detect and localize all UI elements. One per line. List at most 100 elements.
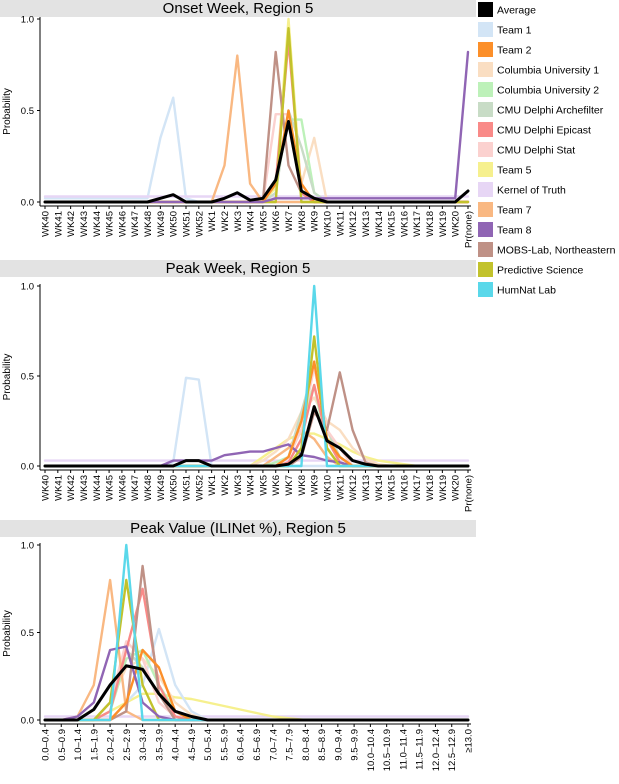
x-tick-label: WK46 — [117, 211, 128, 237]
x-tick-label: WK7 — [284, 475, 295, 496]
x-tick-label: 4.0–4.4 — [171, 729, 182, 761]
x-tick-label: Pr(none) — [464, 475, 475, 512]
x-tick-label: ≥13.0 — [464, 729, 475, 753]
x-tick-label: 10.5–10.9 — [382, 729, 393, 771]
x-tick-label: WK6 — [271, 475, 282, 496]
x-tick-label: WK48 — [143, 475, 154, 501]
x-tick-label: WK42 — [66, 475, 77, 501]
x-tick-label: 0.5–0.9 — [57, 729, 68, 761]
x-tick-label: WK45 — [105, 211, 116, 237]
x-tick-label: WK19 — [438, 211, 449, 237]
x-tick-label: 7.5–7.9 — [285, 729, 296, 761]
legend-label: MOBS-Lab, Northeastern — [497, 245, 616, 257]
x-tick-label: 3.5–3.9 — [154, 729, 165, 761]
chart-title: Peak Value (ILINet %), Region 5 — [130, 520, 346, 537]
x-tick-label: 5.5–5.9 — [219, 729, 230, 761]
legend-swatch — [478, 122, 493, 137]
x-tick-label: 5.0–5.4 — [203, 729, 214, 761]
series-line-average — [43, 120, 470, 204]
x-tick-label: WK20 — [451, 475, 462, 501]
chart-title-bar — [0, 520, 476, 537]
chart-title: Onset Week, Region 5 — [163, 0, 314, 17]
legend-label: Columbia University 1 — [497, 65, 599, 77]
chart-title: Peak Week, Region 5 — [166, 260, 311, 277]
x-tick-label: WK50 — [169, 475, 180, 501]
x-tick-label: 2.5–2.9 — [122, 729, 133, 761]
series-line-humnat-lab — [43, 543, 470, 722]
x-tick-label: WK48 — [143, 211, 154, 237]
x-tick-label: WK40 — [41, 211, 52, 237]
y-tick-label: 1.0 — [21, 15, 34, 26]
x-tick-label: WK49 — [156, 475, 167, 501]
legend-swatch — [478, 202, 493, 217]
x-tick-label: WK13 — [361, 211, 372, 237]
x-tick-label: WK13 — [361, 475, 372, 501]
legend-swatch — [478, 182, 493, 197]
legend: Average Team 1 Team 2 Columbia University 1… — [478, 2, 616, 297]
x-tick-label: WK8 — [297, 211, 308, 232]
x-tick-label: WK6 — [271, 211, 282, 232]
series-line-cmu-delphi-stat — [43, 112, 470, 204]
x-tick-label: WK9 — [310, 211, 321, 232]
series-group — [43, 543, 470, 722]
x-tick-label: WK11 — [335, 211, 346, 236]
x-tick-label: WK52 — [194, 211, 205, 237]
x-tick-label: 12.0–12.4 — [431, 729, 442, 771]
x-tick-label: WK18 — [425, 475, 436, 501]
x-tick-label: WK14 — [374, 475, 385, 501]
y-tick-label: 1.0 — [21, 282, 34, 293]
series-line-columbia-university-2 — [43, 383, 470, 468]
x-tick-label: WK3 — [233, 475, 244, 496]
x-tick-label: WK10 — [323, 211, 334, 237]
x-tick-label: WK5 — [258, 211, 269, 232]
x-tick-label: WK41 — [53, 475, 64, 501]
x-tick-label: 7.0–7.4 — [268, 729, 279, 761]
y-tick-label: 0.0 — [21, 198, 34, 209]
series-group — [43, 284, 470, 468]
x-tick-label: WK41 — [53, 211, 64, 237]
x-tick-label: WK17 — [412, 211, 423, 237]
x-tick-label: WK47 — [130, 475, 141, 501]
x-tick-label: WK51 — [182, 475, 193, 501]
x-tick-label: WK2 — [220, 475, 231, 496]
legend-label: Team 5 — [497, 165, 532, 177]
x-tick-label: WK47 — [130, 211, 141, 237]
series-line-team-8 — [43, 50, 470, 204]
x-tick-label: WK4 — [246, 475, 257, 496]
x-tick-label: WK20 — [451, 211, 462, 237]
x-tick-label: WK7 — [284, 211, 295, 232]
legend-label: Team 7 — [497, 205, 532, 217]
x-tick-label: WK50 — [169, 211, 180, 237]
series-line-average — [43, 405, 470, 468]
x-tick-label: WK52 — [194, 475, 205, 501]
legend-label: Kernel of Truth — [497, 185, 566, 197]
x-tick-label: WK4 — [246, 211, 257, 232]
x-tick-label: WK9 — [310, 475, 321, 496]
legend-swatch — [478, 262, 493, 277]
y-axis-label: Probability — [2, 88, 13, 135]
y-axis-label: Probability — [2, 610, 13, 657]
series-line-team-8 — [43, 645, 470, 722]
chart-panel-1: Onset Week, Region 5 0.0 0.5 1.0 Probability… — [0, 0, 476, 248]
series-line-columbia-university-2 — [43, 118, 470, 204]
x-tick-label: WK45 — [105, 475, 116, 501]
series-line-team-1 — [43, 627, 470, 722]
x-tick-label: 0.0–0.4 — [41, 729, 52, 761]
series-line-cmu-delphi-epicast — [43, 383, 470, 468]
legend-label: CMU Delphi Epicast — [497, 125, 591, 137]
x-tick-label: 4.5–4.9 — [187, 729, 198, 761]
y-tick-label: 0.0 — [21, 716, 34, 727]
series-line-team-7 — [43, 54, 470, 204]
x-tick-label: 8.0–8.4 — [301, 729, 312, 761]
x-tick-label: 1.0–1.4 — [73, 729, 84, 761]
series-line-columbia-university-1 — [43, 112, 470, 204]
y-tick-label: 0.0 — [21, 462, 34, 473]
series-line-predictive-science — [43, 578, 470, 722]
legend-swatch — [478, 242, 493, 257]
x-tick-label: 6.5–6.9 — [252, 729, 263, 761]
x-tick-label: 11.5–11.9 — [415, 729, 426, 770]
chart-title-bar — [0, 260, 476, 277]
legend-swatch — [478, 142, 493, 157]
chart-panel-3: Peak Value (ILINet %), Region 5 0.0 0.5 1.0… — [0, 520, 476, 771]
